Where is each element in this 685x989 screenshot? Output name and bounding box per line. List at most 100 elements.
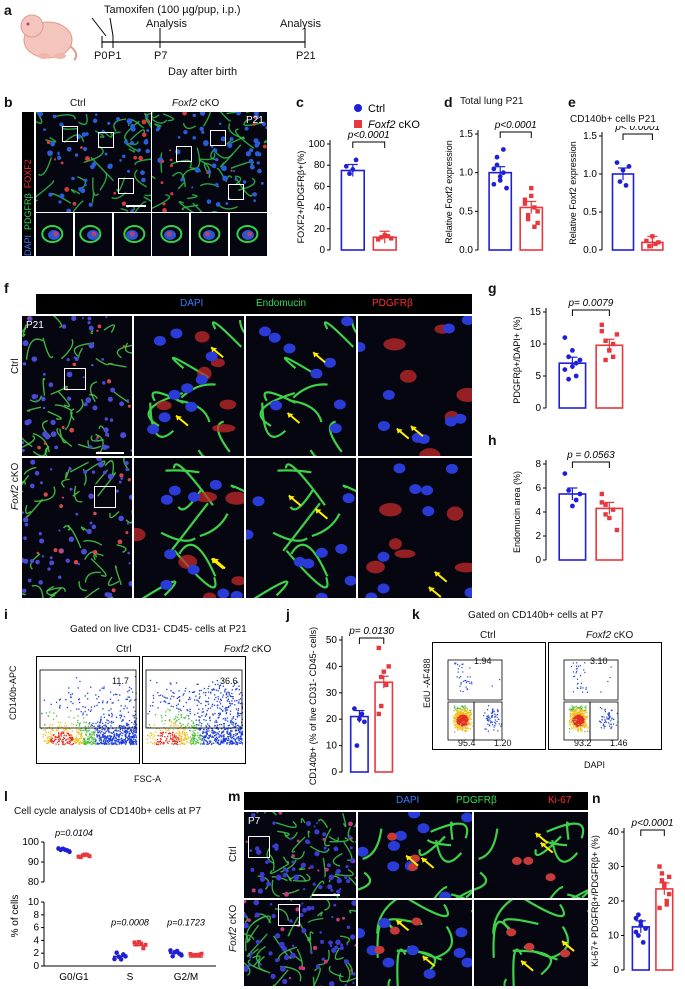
y-tick-label: 40	[608, 827, 620, 838]
event-dot	[465, 727, 467, 729]
event-dot	[184, 735, 187, 737]
event-dot	[214, 721, 216, 723]
event-dot	[459, 721, 461, 723]
event-dot	[61, 738, 64, 741]
f-age-label: P21	[26, 320, 44, 331]
event-dot	[465, 721, 467, 723]
event-dot	[102, 735, 104, 737]
event-dot	[176, 697, 179, 700]
event-dot	[205, 713, 208, 715]
event-dot	[234, 738, 236, 740]
event-dot	[181, 735, 183, 738]
marker-spot	[127, 478, 131, 482]
nucleus	[270, 400, 283, 411]
event-dot	[189, 698, 191, 700]
event-dot	[206, 733, 208, 735]
b-cko-label: Foxf2 cKO	[172, 98, 220, 109]
event-dot	[124, 734, 126, 737]
event-dot	[185, 716, 187, 718]
event-dot	[229, 732, 232, 735]
event-dot	[575, 721, 578, 723]
significance-bracket	[622, 133, 653, 140]
data-point	[664, 898, 669, 904]
endothelial-fiber	[434, 926, 454, 959]
event-dot	[134, 699, 136, 701]
event-dot	[578, 722, 580, 724]
data-point	[359, 711, 365, 717]
data-point	[379, 703, 384, 709]
event-dot	[464, 717, 466, 719]
event-dot	[461, 729, 463, 731]
event-dot	[586, 711, 588, 713]
event-dot	[455, 712, 458, 715]
nucleus	[81, 548, 87, 555]
event-dot	[577, 728, 579, 730]
event-dot	[107, 722, 109, 725]
event-dot	[456, 714, 458, 717]
event-dot	[219, 703, 222, 705]
event-dot	[176, 704, 178, 707]
event-dot	[576, 667, 578, 669]
event-dot	[211, 703, 214, 706]
event-dot	[217, 728, 219, 731]
event-dot	[100, 740, 103, 742]
endothelial-fiber	[408, 900, 450, 918]
y-tick-label: 1.5	[459, 129, 473, 140]
event-dot	[489, 720, 492, 722]
event-dot	[46, 742, 48, 745]
event-dot	[608, 717, 610, 719]
nucleus	[461, 957, 472, 968]
nucleus	[272, 844, 276, 848]
event-dot	[158, 741, 160, 743]
event-dot	[214, 731, 217, 734]
nucleus	[105, 316, 108, 319]
nucleus	[192, 136, 196, 140]
event-dot	[585, 711, 587, 714]
b-ctrl-zoom-3	[114, 213, 151, 256]
y-tick-label: 0	[613, 965, 619, 976]
event-dot	[213, 698, 216, 701]
event-dot	[134, 723, 137, 725]
y-tick-label: 1.5	[583, 131, 597, 142]
p-value: p= 0.0079	[567, 298, 613, 309]
event-dot	[463, 719, 465, 721]
tissue-fiber	[90, 156, 114, 181]
event-dot	[163, 696, 165, 698]
e-title: CD140b+ cells P21	[570, 114, 656, 125]
tissue-fiber	[290, 851, 306, 860]
event-dot	[133, 740, 135, 743]
event-dot	[133, 725, 136, 728]
marker-spot	[36, 551, 40, 555]
event-dot	[191, 739, 193, 741]
event-dot	[159, 740, 162, 742]
f-cko-dapi-pdgfrb	[358, 458, 472, 598]
tissue-fiber	[152, 175, 156, 180]
marker-spot	[122, 344, 126, 348]
b-cko-zoom-3	[230, 213, 267, 256]
event-dot	[571, 726, 573, 728]
event-dot	[183, 743, 185, 745]
event-dot	[231, 739, 233, 741]
nucleus	[250, 812, 256, 818]
event-dot	[202, 711, 205, 713]
event-dot	[206, 709, 208, 712]
event-dot	[102, 733, 104, 736]
tissue-fiber	[127, 141, 139, 146]
event-dot	[116, 730, 118, 732]
p-value: p=0.0104	[54, 828, 93, 838]
event-dot	[128, 724, 130, 726]
nucleus	[102, 381, 106, 385]
event-dot	[462, 726, 464, 728]
nucleus	[74, 153, 79, 157]
event-dot	[124, 730, 127, 732]
event-dot	[579, 724, 582, 726]
endothelial-fiber	[238, 319, 244, 334]
nucleus	[82, 316, 85, 320]
m-ch-dapi: DAPI	[396, 795, 420, 806]
tissue-fiber	[312, 967, 321, 986]
nucleus	[85, 132, 89, 136]
tissue-fiber	[252, 955, 261, 968]
tissue-fiber	[84, 587, 100, 598]
nucleus	[344, 875, 348, 880]
event-dot	[62, 742, 64, 744]
